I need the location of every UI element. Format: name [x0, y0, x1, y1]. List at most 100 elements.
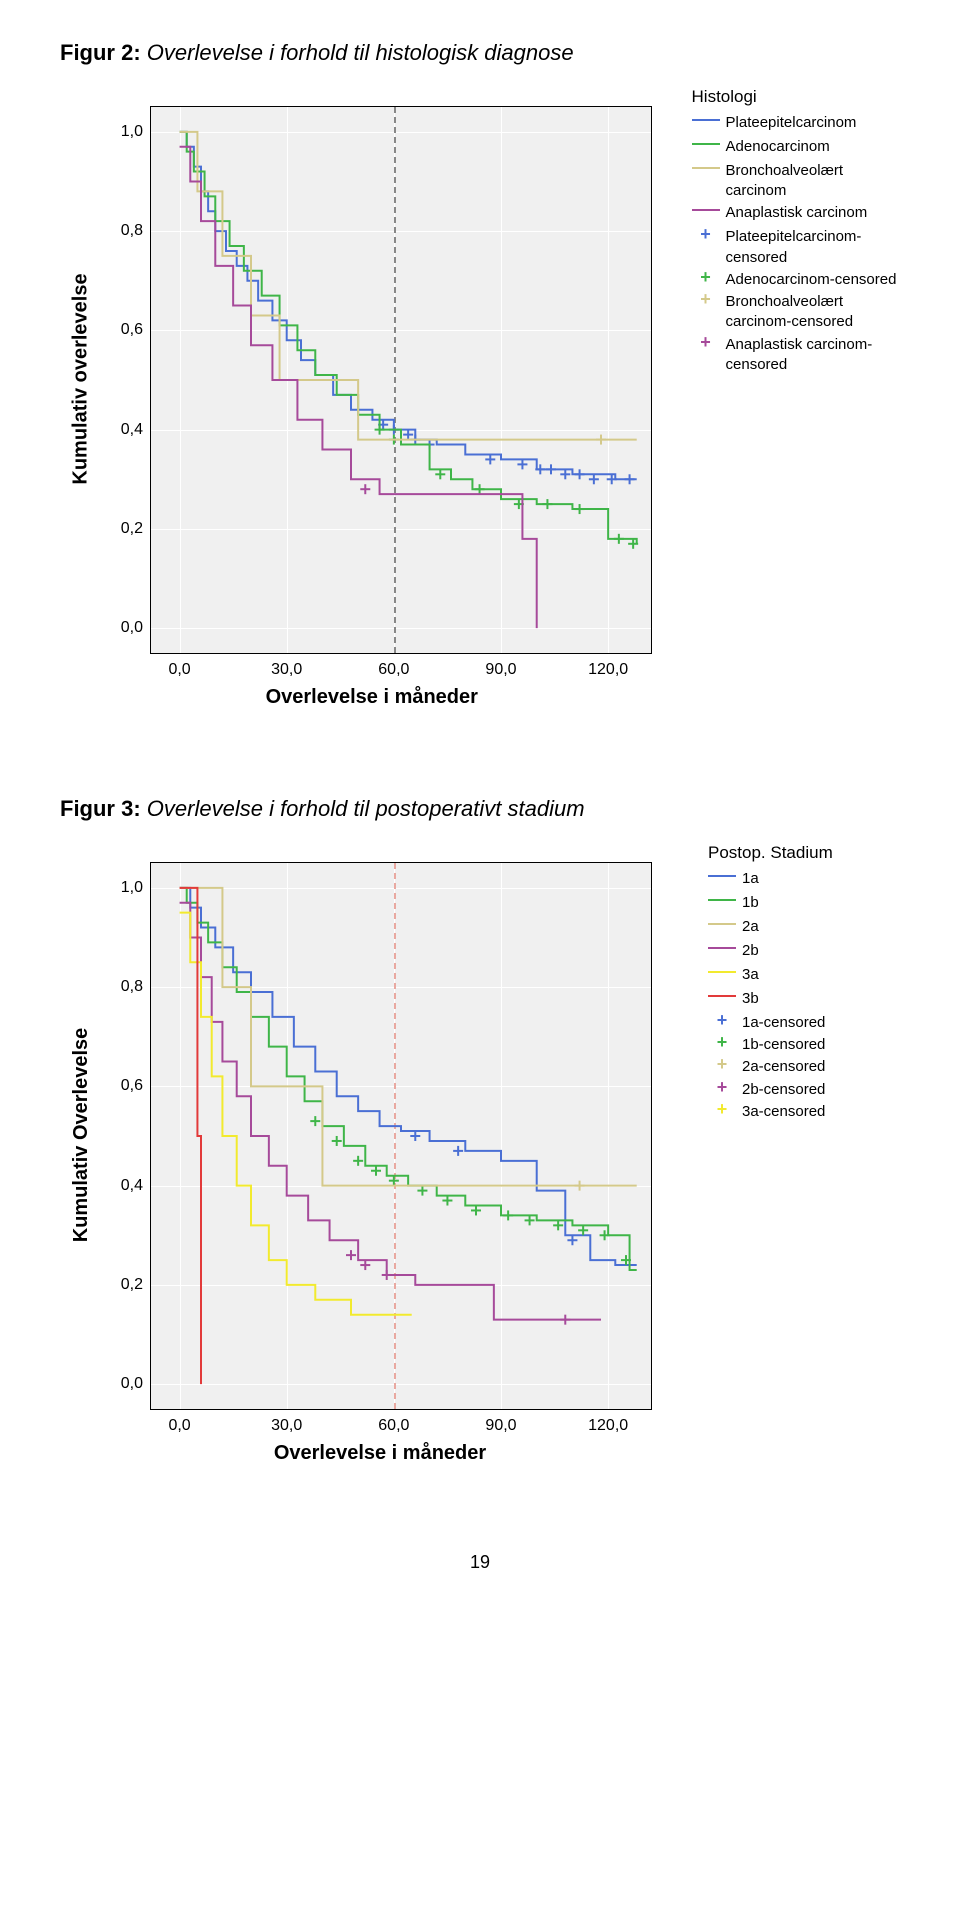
legend-line-swatch	[692, 209, 720, 225]
figure2-caption-italic: Overlevelse i forhold til histologisk di…	[147, 40, 574, 65]
legend-label: 3a-censored	[742, 1102, 825, 1122]
legend-label: Plateepitelcarcinom-censored	[726, 227, 900, 268]
legend-item: +1a-censored	[708, 1013, 833, 1033]
ytick-label: 0,6	[121, 321, 151, 339]
censored-marker	[435, 469, 445, 479]
legend-line-swatch	[692, 119, 720, 135]
legend-line-swatch	[692, 143, 720, 159]
legend-plus-swatch: +	[708, 1057, 736, 1071]
xtick-label: 30,0	[271, 653, 302, 679]
legend-label: Bronchoalveolært carcinom-censored	[726, 292, 900, 333]
censored-marker	[360, 484, 370, 494]
legend-label: Anaplastisk carcinom	[726, 203, 868, 223]
censored-marker	[575, 469, 585, 479]
censored-marker	[442, 1196, 452, 1206]
legend-plus-swatch: +	[708, 1035, 736, 1049]
legend-item: +Plateepitelcarcinom-censored	[692, 227, 900, 268]
legend-item: 3a	[708, 965, 833, 987]
legend-item: +2b-censored	[708, 1080, 833, 1100]
km-line	[180, 888, 637, 1186]
censored-marker	[553, 1220, 563, 1230]
censored-marker	[596, 435, 606, 445]
censored-marker	[525, 1215, 535, 1225]
legend-title: Postop. Stadium	[708, 842, 833, 865]
censored-marker	[382, 1270, 392, 1280]
censored-marker	[575, 504, 585, 514]
censored-marker	[371, 1166, 381, 1176]
censored-marker	[567, 1235, 577, 1245]
censored-marker	[389, 1176, 399, 1186]
xtick-label: 120,0	[588, 653, 628, 679]
km-line	[180, 132, 637, 440]
legend-label: 1a-censored	[742, 1013, 825, 1033]
figure3-caption-bold: Figur 3:	[60, 796, 141, 821]
censored-marker	[353, 1156, 363, 1166]
legend-item: + Bronchoalveolært carcinom-censored	[692, 292, 900, 333]
legend-item: +1b-censored	[708, 1035, 833, 1055]
legend-label: 2b	[742, 941, 759, 961]
censored-marker	[589, 474, 599, 484]
censored-marker	[453, 1146, 463, 1156]
legend-line-swatch	[708, 923, 736, 939]
censored-marker	[310, 1116, 320, 1126]
legend-plus-swatch: +	[708, 1013, 736, 1027]
legend-plus-swatch: +	[692, 270, 720, 284]
legend-line-swatch	[708, 875, 736, 891]
figure3-caption-italic: Overlevelse i forhold til postoperativt …	[147, 796, 585, 821]
legend-line-swatch	[692, 167, 720, 183]
legend-item: +Adenocarcinom-censored	[692, 270, 900, 290]
xtick-label: 90,0	[485, 1409, 516, 1435]
legend-label: 2b-censored	[742, 1080, 825, 1100]
ytick-label: 0,4	[121, 421, 151, 439]
legend-label: 1b	[742, 893, 759, 913]
legend-item: Adenocarcinom	[692, 137, 900, 159]
legend-item: Plateepitelcarcinom	[692, 113, 900, 135]
page-number: 19	[60, 1552, 900, 1573]
legend-plus-swatch: +	[708, 1102, 736, 1116]
xtick-label: 30,0	[271, 1409, 302, 1435]
xtick-label: 0,0	[168, 1409, 190, 1435]
ytick-label: 0,0	[121, 1375, 151, 1393]
censored-marker	[410, 1131, 420, 1141]
figure2-caption-bold: Figur 2:	[60, 40, 141, 65]
legend-item: 3b	[708, 989, 833, 1011]
legend-label: Adenocarcinom	[726, 137, 830, 157]
legend-item: +Anaplastisk carcinom-censored	[692, 335, 900, 376]
censored-marker	[475, 484, 485, 494]
legend-item: +2a-censored	[708, 1057, 833, 1077]
legend-label: Plateepitelcarcinom	[726, 113, 857, 133]
ytick-label: 0,2	[121, 1276, 151, 1294]
legend-label: 1b-censored	[742, 1035, 825, 1055]
censored-marker	[614, 534, 624, 544]
censored-marker	[625, 474, 635, 484]
xtick-label: 0,0	[168, 653, 190, 679]
censored-marker	[542, 499, 552, 509]
legend-label: 2a	[742, 917, 759, 937]
xtick-label: 120,0	[588, 1409, 628, 1435]
legend-item: 2a	[708, 917, 833, 939]
legend-label: Bronchoalveolært carcinom	[726, 161, 900, 202]
legend-label: 1a	[742, 869, 759, 889]
censored-marker	[560, 469, 570, 479]
km-line	[180, 913, 412, 1315]
censored-marker	[485, 454, 495, 464]
legend-line-swatch	[708, 899, 736, 915]
figure3-caption: Figur 3: Overlevelse i forhold til posto…	[60, 796, 900, 822]
ytick-label: 0,2	[121, 520, 151, 538]
legend-item: 1b	[708, 893, 833, 915]
km-line	[180, 888, 637, 1270]
legend-item: 2b	[708, 941, 833, 963]
legend-line-swatch	[708, 995, 736, 1011]
censored-marker	[346, 1250, 356, 1260]
figure3-row: 0,030,060,090,0120,00,00,20,40,60,81,0Ku…	[60, 842, 900, 1482]
x-axis-label: Overlevelse i måneder	[60, 1442, 700, 1465]
figure3-legend: Postop. Stadium1a1b2a2b3a3b+1a-censored+…	[708, 842, 833, 1124]
censored-marker	[332, 1136, 342, 1146]
legend-plus-swatch: +	[692, 292, 720, 306]
ytick-label: 0,0	[121, 619, 151, 637]
ytick-label: 1,0	[121, 123, 151, 141]
legend-title: Histologi	[692, 86, 900, 109]
censored-marker	[578, 1225, 588, 1235]
legend-line-swatch	[708, 947, 736, 963]
legend-line-swatch	[708, 971, 736, 987]
